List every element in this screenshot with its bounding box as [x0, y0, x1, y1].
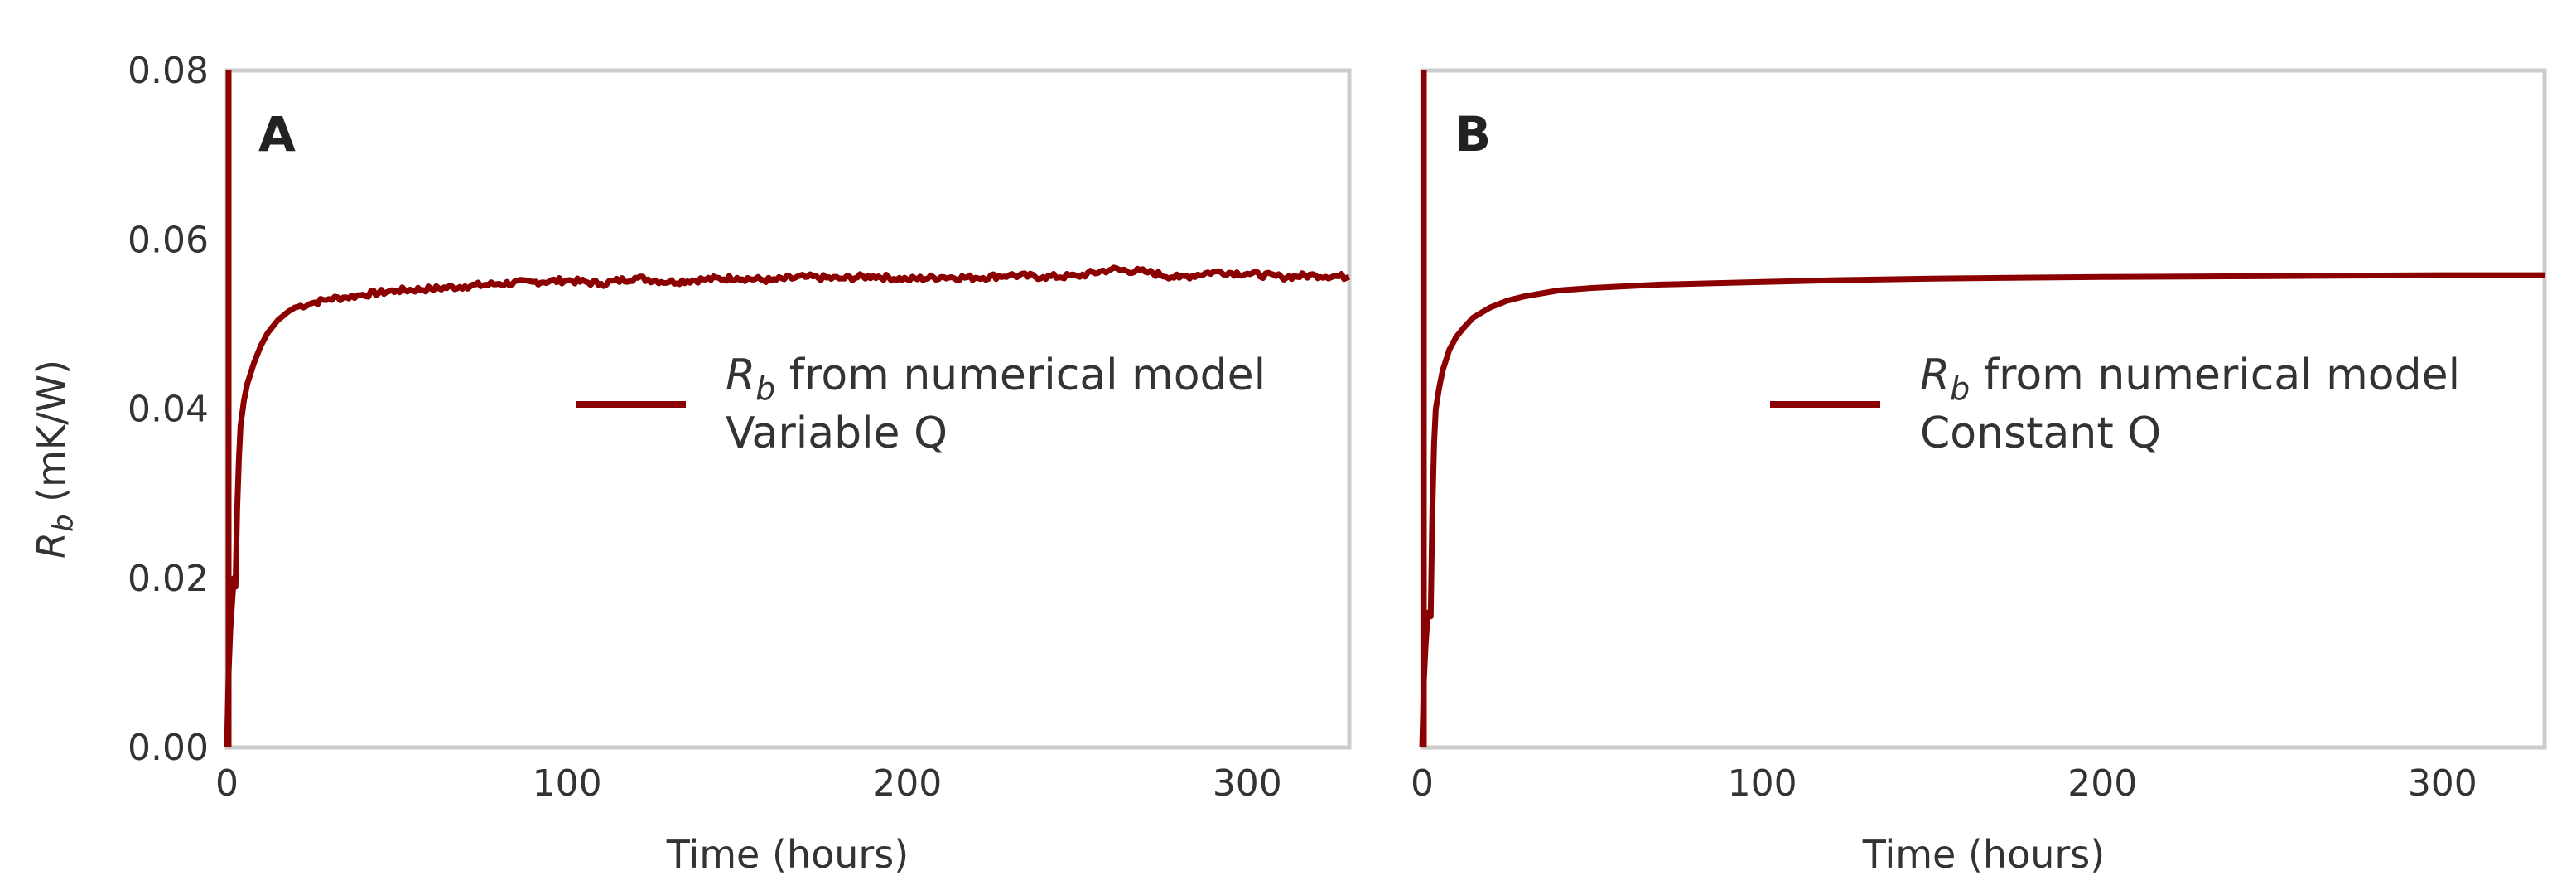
panel-a-y-ticks: 0.00 0.02 0.04 0.06 0.08: [128, 50, 209, 769]
y-tick-label: 0.02: [128, 558, 209, 600]
panel-b-legend: Rb from numerical model Constant Q: [1770, 351, 2460, 458]
y-tick-label: 0.04: [128, 389, 209, 431]
y-axis-label-unit: (mK/W): [29, 360, 74, 514]
panel-a-label: A: [258, 106, 296, 162]
panel-b-label: B: [1454, 106, 1491, 162]
panel-a-legend: Rb from numerical model Variable Q: [576, 351, 1266, 458]
panel-b-legend-subscript: b: [1950, 370, 1970, 407]
y-tick-label: 0.00: [128, 727, 209, 769]
panel-a-legend-rest: from numerical model: [775, 351, 1266, 400]
panel-a: 0.00 0.02 0.04 0.06 0.08 0 100 200 300 A Rb fro…: [128, 50, 1352, 877]
x-tick-label: 300: [1213, 762, 1282, 805]
panel-a-legend-subscript: b: [755, 370, 775, 407]
panel-a-series-line: [224, 70, 1350, 748]
panel-a-legend-symbol: R: [726, 351, 755, 400]
x-tick-label: 0: [215, 762, 239, 805]
x-tick-label: 200: [872, 762, 942, 805]
panel-b-legend-symbol: R: [1920, 351, 1950, 400]
y-tick-label: 0.08: [128, 50, 209, 92]
y-axis-label-subscript: b: [47, 514, 80, 532]
panel-b-legend-line2: Constant Q: [1920, 409, 2161, 458]
panel-a-x-axis-label: Time (hours): [666, 832, 909, 877]
x-tick-label: 300: [2408, 762, 2477, 805]
panel-b-x-axis-label: Time (hours): [1862, 832, 2105, 877]
panel-b-series-line: [1419, 70, 2545, 748]
x-tick-label: 200: [2067, 762, 2137, 805]
y-axis-label-symbol: R: [29, 532, 74, 559]
panel-b-legend-rest: from numerical model: [1970, 351, 2460, 400]
y-axis-label: Rb (mK/W): [29, 360, 80, 559]
panel-a-legend-entry: Rb from numerical model: [726, 351, 1266, 407]
x-tick-label: 100: [533, 762, 602, 805]
x-tick-label: 100: [1728, 762, 1797, 805]
panel-a-legend-line2: Variable Q: [726, 409, 948, 458]
x-tick-label: 0: [1411, 762, 1434, 805]
panel-b-x-ticks: 0 100 200 300: [1411, 762, 2477, 805]
panel-a-x-ticks: 0 100 200 300: [215, 762, 1282, 805]
panel-b-legend-entry: Rb from numerical model: [1920, 351, 2460, 407]
panel-b: 0 100 200 300 B Rb from numerical model Con…: [1411, 68, 2547, 877]
y-tick-label: 0.06: [128, 219, 209, 261]
